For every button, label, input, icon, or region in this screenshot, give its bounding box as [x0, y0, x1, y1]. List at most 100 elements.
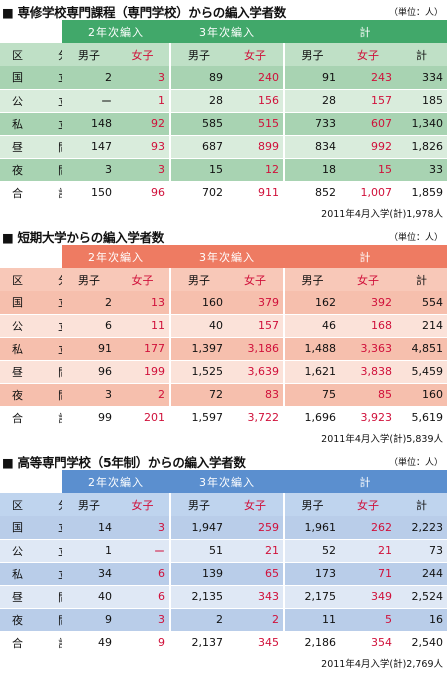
cell: 160: [396, 383, 447, 407]
cell: 71: [340, 562, 396, 586]
group-header: 計: [284, 20, 447, 43]
column-header: 女子: [340, 493, 396, 516]
cell: 40: [62, 585, 116, 609]
cell: 3,639: [227, 360, 284, 384]
cell: 243: [340, 66, 396, 90]
cell: 92: [116, 112, 170, 136]
table-row: 夜 間 3 2 72 83 75 85 160: [0, 383, 447, 407]
cell: 1,859: [396, 180, 447, 205]
cell: 11: [283, 608, 340, 632]
cell: 18: [283, 158, 340, 182]
cell: 2,135: [169, 585, 227, 609]
cell: 28: [169, 89, 227, 113]
cell: 1: [116, 89, 170, 113]
cell: 6: [116, 585, 170, 609]
column-header: 女子: [340, 43, 396, 66]
column-header-row: 区 分 男子 女子 男子 女子 男子 女子 計: [0, 268, 447, 291]
cell: 96: [62, 360, 116, 384]
cell: 96: [116, 180, 170, 205]
cell: 1,621: [283, 360, 340, 384]
cell: 515: [227, 112, 284, 136]
cell: 1,597: [169, 405, 227, 430]
unit-label: （単位：人）: [388, 458, 443, 468]
cell: 72: [169, 383, 227, 407]
cell: 28: [283, 89, 340, 113]
cell: 177: [116, 337, 170, 361]
table-row: 公 立 1 ー 51 21 52 21 73: [0, 539, 447, 563]
cell: 9: [116, 630, 170, 655]
group-header: 計: [284, 470, 447, 493]
row-label: 国 立: [0, 66, 62, 90]
column-header-row: 区 分 男子 女子 男子 女子 男子 女子 計: [0, 43, 447, 66]
cell: 147: [62, 135, 116, 159]
cell: 2: [116, 383, 170, 407]
cell: 3,923: [340, 405, 396, 430]
cell: 1,488: [283, 337, 340, 361]
column-header: 女子: [227, 43, 284, 66]
unit-label: （単位：人）: [388, 8, 443, 18]
cell: 240: [227, 66, 284, 90]
cell: 65: [227, 562, 284, 586]
cell: 834: [283, 135, 340, 159]
table-row: 昼 間 40 6 2,135 343 2,175 349 2,524: [0, 585, 447, 609]
cell: 13: [116, 291, 170, 315]
corner-cell: [0, 245, 62, 268]
cell: 1,397: [169, 337, 227, 361]
table-row: 国 立 14 3 1,947 259 1,961 262 2,223: [0, 516, 447, 540]
section-junior-college: ■ 短期大学からの編入学者数 （単位：人） 2年次編入 3年次編入 計 区 分 …: [0, 225, 447, 445]
cell: 93: [116, 135, 170, 159]
row-label: 合 計: [0, 630, 62, 655]
corner-cell: [0, 470, 62, 493]
footnote: 2011年4月入学(計)1,978人: [321, 208, 443, 220]
cell: 3,186: [227, 337, 284, 361]
cell: 75: [283, 383, 340, 407]
table-row: 国 立 2 3 89 240 91 243 334: [0, 66, 447, 90]
group-header: 2年次編入: [62, 20, 170, 43]
row-label: 夜 間: [0, 158, 62, 182]
cell: 2,137: [169, 630, 227, 655]
unit-label: （単位：人）: [388, 233, 443, 243]
cell: 162: [283, 291, 340, 315]
row-label: 公 立: [0, 314, 62, 338]
cell: 702: [169, 180, 227, 205]
column-header: 計: [396, 493, 447, 516]
column-header: 女子: [116, 493, 170, 516]
cell: 687: [169, 135, 227, 159]
cell: 6: [116, 562, 170, 586]
cell: 5: [340, 608, 396, 632]
cell: 345: [227, 630, 284, 655]
group-header: 2年次編入: [62, 245, 170, 268]
cell: 1,007: [340, 180, 396, 205]
cell: 244: [396, 562, 447, 586]
cell: 262: [340, 516, 396, 540]
footnote: 2011年4月入学(計)5,839人: [321, 433, 443, 445]
cell: 2,175: [283, 585, 340, 609]
cell: 214: [396, 314, 447, 338]
cell: 4,851: [396, 337, 447, 361]
table-row: 昼 間 147 93 687 899 834 992 1,826: [0, 135, 447, 159]
group-header: 3年次編入: [170, 470, 284, 493]
total-row: 合 計 99 201 1,597 3,722 1,696 3,923 5,619: [0, 405, 447, 430]
cell: 6: [62, 314, 116, 338]
row-label: 国 立: [0, 291, 62, 315]
cell: 392: [340, 291, 396, 315]
column-header: 女子: [227, 268, 284, 291]
cell: 2: [169, 608, 227, 632]
cell: 157: [340, 89, 396, 113]
section-title: ■ 専修学校専門課程（専門学校）からの編入学者数: [2, 5, 286, 20]
cell: 9: [62, 608, 116, 632]
column-header: 男子: [283, 43, 340, 66]
cell: 46: [283, 314, 340, 338]
cell: 2: [62, 291, 116, 315]
cell: 2,540: [396, 630, 447, 655]
cell: 911: [227, 180, 284, 205]
section-technical-college: ■ 高等専門学校（5年制）からの編入学者数 （単位：人） 2年次編入 3年次編入…: [0, 450, 447, 670]
cell: 992: [340, 135, 396, 159]
cell: 83: [227, 383, 284, 407]
section-title: ■ 短期大学からの編入学者数: [2, 230, 164, 245]
row-label: 夜 間: [0, 608, 62, 632]
cell: 160: [169, 291, 227, 315]
section-title: ■ 高等専門学校（5年制）からの編入学者数: [2, 455, 246, 470]
cell: 1,340: [396, 112, 447, 136]
column-header: 女子: [227, 493, 284, 516]
